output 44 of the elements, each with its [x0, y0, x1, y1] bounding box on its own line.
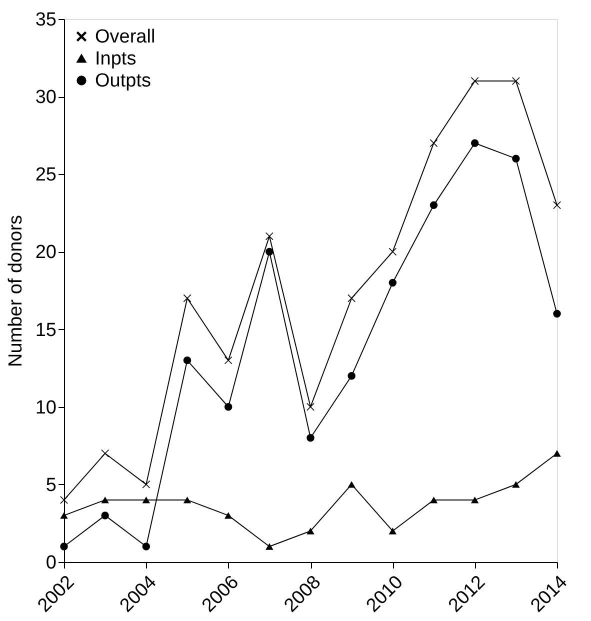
point	[266, 248, 274, 256]
point	[512, 77, 520, 85]
point	[388, 528, 397, 534]
point	[512, 481, 520, 488]
point	[348, 372, 356, 380]
legend-label: Outpts	[95, 70, 151, 92]
point	[224, 356, 232, 364]
y-tick-label: 15	[35, 320, 56, 341]
point	[388, 248, 397, 256]
point	[266, 543, 274, 550]
y-tick-label: 10	[35, 397, 56, 418]
point	[183, 496, 192, 504]
y-tick-label: 25	[35, 164, 56, 186]
point	[60, 542, 68, 550]
y-tick-label: 35	[35, 10, 56, 30]
point	[60, 496, 68, 504]
point	[430, 201, 438, 210]
point	[224, 512, 232, 519]
point	[183, 294, 192, 302]
point	[553, 450, 561, 457]
point	[512, 154, 520, 162]
point	[306, 528, 314, 534]
y-tick-label: 30	[35, 87, 56, 108]
point	[470, 139, 479, 147]
y-tick-label: 20	[35, 242, 56, 264]
y-tick-label: 0	[46, 552, 56, 574]
legend-label: Overall	[95, 26, 156, 48]
y-axis-title: Number of donors	[5, 214, 26, 368]
point	[470, 496, 479, 504]
point	[101, 496, 109, 504]
point	[101, 512, 109, 520]
point	[430, 496, 438, 504]
point	[388, 278, 397, 287]
point	[101, 450, 109, 458]
point	[142, 496, 150, 504]
point	[60, 512, 68, 519]
point	[306, 434, 314, 442]
point	[142, 542, 150, 550]
legend-label: Inpts	[95, 48, 136, 70]
point	[348, 481, 356, 488]
y-tick-label: 5	[46, 474, 56, 496]
point	[183, 356, 192, 364]
point	[224, 402, 232, 411]
point	[553, 310, 561, 318]
